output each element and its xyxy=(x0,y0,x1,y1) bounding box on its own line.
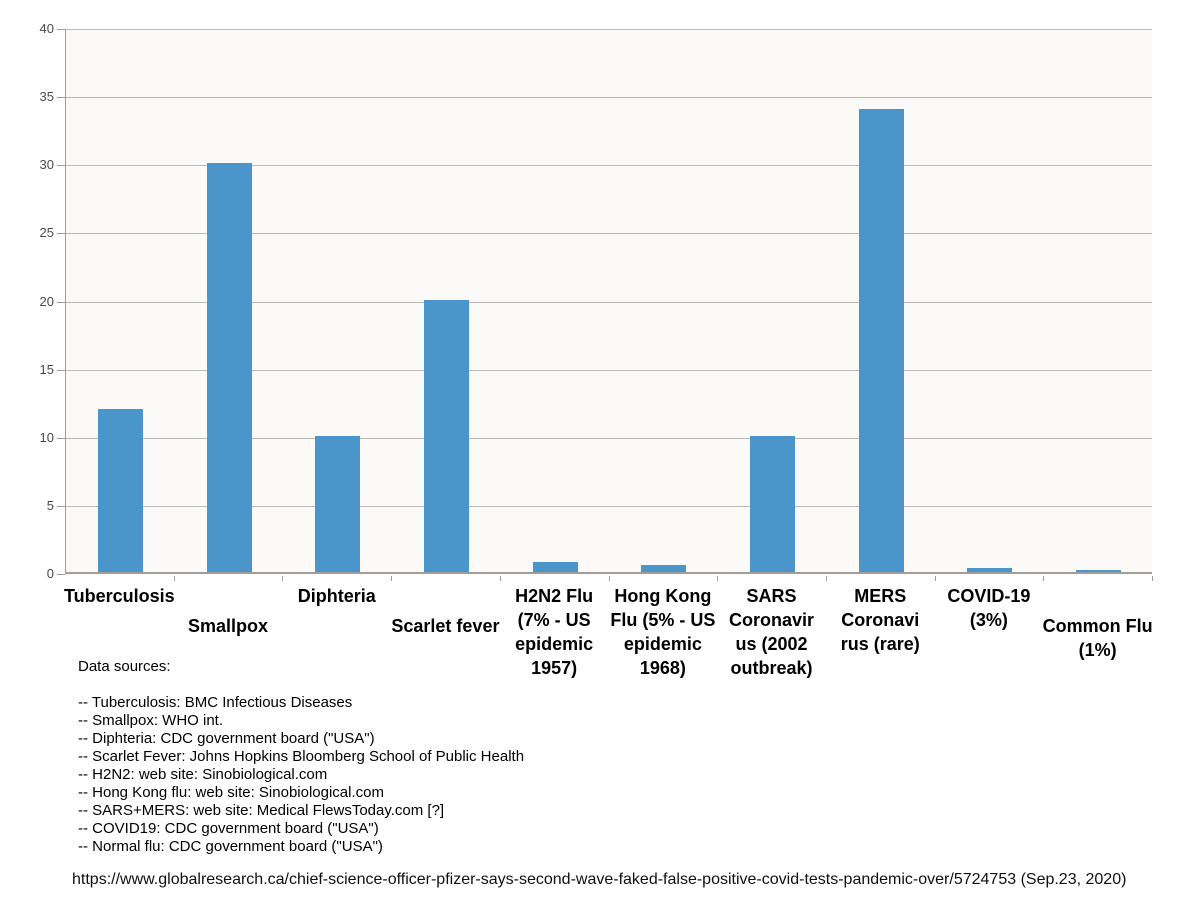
x-category-label-line: Tuberculosis xyxy=(64,586,175,606)
bar-common-flu-1 xyxy=(1076,569,1122,572)
y-axis-tick-mark xyxy=(57,233,65,235)
x-category-label-line: Coronavir xyxy=(729,610,815,630)
gridline-y-35 xyxy=(66,97,1152,99)
x-category-label: Smallpox xyxy=(174,614,283,638)
x-category-label: COVID-19 (3%) xyxy=(935,584,1044,632)
data-sources-block: Data sources: -- Tuberculosis: BMC Infec… xyxy=(78,658,524,856)
source-line: -- H2N2: web site: Sinobiological.com xyxy=(78,766,328,783)
x-category-label-line: 1968) xyxy=(639,658,686,678)
y-axis-tick-label: 10 xyxy=(39,429,54,445)
bar-mers-coronavirus-rare xyxy=(858,108,904,572)
x-category-label-line: outbreak) xyxy=(730,658,813,678)
x-category-label-line: rus (rare) xyxy=(840,634,920,654)
x-category-label-line: H2N2 Flu xyxy=(515,586,594,606)
source-line: -- COVID19: CDC government board ("USA") xyxy=(78,820,379,837)
plot-area xyxy=(65,29,1152,574)
bar-hong-kong-flu-5-us-epidemic-1968 xyxy=(641,565,687,572)
x-category-label-line: COVID-19 xyxy=(947,586,1031,606)
x-axis-tick-mark xyxy=(282,576,284,581)
source-line: -- Diphteria: CDC government board ("USA… xyxy=(78,730,375,747)
data-sources-heading: Data sources: xyxy=(78,658,171,675)
x-axis-tick-mark xyxy=(1043,576,1045,581)
x-category-label: H2N2 Flu (7% - US epidemic 1957) xyxy=(500,584,609,680)
bar-smallpox xyxy=(206,163,252,572)
x-category-label: SARS Coronavir us (2002 outbreak) xyxy=(717,584,826,680)
x-category-label-line: Diphteria xyxy=(297,586,376,606)
y-axis-tick-label: 40 xyxy=(39,21,54,36)
x-category-label-line: us (2002 xyxy=(735,634,808,654)
source-line: -- Scarlet Fever: Johns Hopkins Bloomber… xyxy=(78,748,525,765)
y-axis-tick-mark xyxy=(57,97,65,99)
y-axis-tick-label: 25 xyxy=(39,225,54,241)
y-axis-tick-label: 35 xyxy=(39,89,54,105)
gridline-y-5 xyxy=(66,505,1152,507)
x-category-label-line: Scarlet fever xyxy=(391,616,500,636)
source-line: -- SARS+MERS: web site: Medical FlewsTod… xyxy=(78,802,445,819)
x-category-label: Hong Kong Flu (5% - US epidemic 1968) xyxy=(609,584,718,680)
y-axis-tick-mark xyxy=(57,574,65,575)
y-axis-tick-label: 0 xyxy=(46,566,54,581)
data-sources-list: -- Tuberculosis: BMC Infectious Diseases… xyxy=(78,694,524,856)
source-line: -- Hong Kong flu: web site: Sinobiologic… xyxy=(78,784,384,801)
gridline-y-20 xyxy=(66,301,1152,303)
x-axis-tick-mark xyxy=(173,576,175,581)
x-axis-tick-mark xyxy=(717,576,719,581)
y-axis-tick-mark xyxy=(57,369,65,371)
gridline-y-25 xyxy=(66,233,1152,235)
source-line: -- Tuberculosis: BMC Infectious Diseases xyxy=(78,694,353,711)
x-axis-tick-mark xyxy=(934,576,936,581)
x-category-label-line: Flu (5% - US xyxy=(610,610,716,630)
x-axis-tick-mark xyxy=(499,576,501,581)
y-axis-tick-mark xyxy=(57,29,65,30)
x-axis-tick-mark xyxy=(1152,576,1153,581)
x-category-label: Common Flu (1%) xyxy=(1042,614,1153,662)
x-category-label-line: 1957) xyxy=(531,658,578,678)
gridline-y-40 xyxy=(66,29,1152,30)
x-category-label: Diphteria xyxy=(282,584,391,608)
y-axis-tick-mark xyxy=(57,437,65,439)
x-category-label-line: (1%) xyxy=(1078,640,1117,660)
x-category-label-line: Smallpox xyxy=(188,616,269,636)
y-axis-tick-mark xyxy=(57,301,65,303)
x-category-label-line: Common Flu xyxy=(1042,616,1153,636)
bar-scarlet-fever xyxy=(423,299,469,572)
y-axis-tick-label: 15 xyxy=(39,361,54,377)
y-axis-tick-label: 5 xyxy=(46,497,54,513)
bar-h2n2-flu-7-us-epidemic-1957 xyxy=(532,562,578,572)
x-category-label: Tuberculosis xyxy=(64,584,175,608)
gridline-y-15 xyxy=(66,369,1152,371)
x-category-label-line: (3%) xyxy=(969,610,1008,630)
x-category-label-line: (7% - US xyxy=(517,610,591,630)
y-axis-tick-mark xyxy=(57,165,65,167)
x-category-label-line: SARS xyxy=(746,586,797,606)
x-category-label-line: MERS xyxy=(854,586,907,606)
y-axis-tick-mark xyxy=(57,505,65,507)
x-axis-tick-mark xyxy=(608,576,610,581)
source-line: -- Smallpox: WHO int. xyxy=(78,712,224,729)
x-category-label-line: epidemic xyxy=(623,634,702,654)
source-url: https://www.globalresearch.ca/chief-scie… xyxy=(72,871,1127,888)
y-axis-tick-label: 30 xyxy=(39,157,54,173)
gridline-y-30 xyxy=(66,165,1152,167)
bar-sars-coronavirus-2002-outbreak xyxy=(750,435,796,572)
x-axis-tick-mark xyxy=(825,576,827,581)
bar-tuberculosis xyxy=(97,408,143,572)
x-category-label-line: Hong Kong xyxy=(614,586,712,606)
x-category-label: MERS Coronavi rus (rare) xyxy=(826,584,935,656)
bar-diphteria xyxy=(315,435,361,572)
gridline-y-10 xyxy=(66,437,1152,439)
x-category-label-line: epidemic xyxy=(515,634,594,654)
x-axis-tick-mark xyxy=(391,576,393,581)
source-line: -- Normal flu: CDC government board ("US… xyxy=(78,838,383,855)
y-axis-tick-label: 20 xyxy=(39,293,54,309)
x-category-label-line: Coronavi xyxy=(841,610,920,630)
x-category-label: Scarlet fever xyxy=(391,614,500,638)
bar-covid-19-3 xyxy=(967,567,1013,572)
